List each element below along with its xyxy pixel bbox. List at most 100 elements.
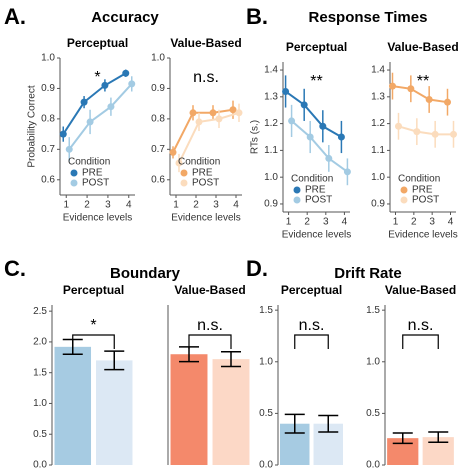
y-tick-label: 0.9 [371, 199, 385, 210]
point [59, 130, 67, 138]
error-bar [428, 431, 449, 444]
legend-swatch [180, 169, 188, 177]
y-tick-label: 1.3 [371, 91, 385, 102]
point [169, 148, 177, 156]
line [284, 90, 342, 138]
annotation: * [90, 317, 96, 334]
x-tick-label: 1 [393, 217, 399, 228]
x-tick-label: 1 [173, 200, 179, 211]
point [175, 159, 183, 167]
y-tick-label: 1.4 [371, 65, 385, 76]
legend-swatch [70, 179, 78, 187]
bar [95, 360, 133, 465]
bar [212, 359, 250, 465]
x-axis-label: Evidence levels [63, 213, 132, 224]
y-tick-label: 1.0 [264, 172, 278, 183]
point [189, 109, 197, 117]
error-bar [284, 413, 305, 434]
y-tick-label: 0.6 [41, 174, 55, 185]
point [107, 103, 115, 111]
significance-bracket [402, 334, 439, 349]
point [413, 128, 421, 136]
legend-swatch [70, 169, 78, 177]
y-tick-label: 1.5 [33, 367, 47, 378]
error-bar [221, 351, 241, 368]
y-tick-label: 1.0 [366, 356, 380, 367]
y-tick-label: 1.0 [151, 53, 165, 64]
line [178, 111, 240, 164]
y-tick-label: 1.5 [366, 305, 380, 316]
error-bar [318, 414, 339, 433]
annotation: ** [417, 73, 429, 90]
x-tick-label: 4 [126, 200, 132, 211]
subplot-title: Value-Based [387, 40, 458, 54]
bar [170, 354, 208, 465]
bar [54, 346, 92, 465]
x-tick-label: 3 [429, 217, 435, 228]
annotation: n.s. [408, 317, 434, 334]
legend-swatch [293, 186, 301, 194]
point [395, 122, 402, 130]
panel-label: B. [246, 4, 268, 29]
legend-title: Condition [178, 157, 220, 168]
y-tick-label: 1.4 [264, 65, 278, 76]
legend-swatch [293, 196, 301, 204]
x-tick-label: 2 [193, 200, 199, 211]
y-tick-label: 0.0 [366, 460, 380, 471]
panel-title: Accuracy [91, 9, 159, 26]
x-tick-label: 4 [233, 200, 239, 211]
x-tick-label: 2 [84, 200, 90, 211]
annotation: ** [310, 73, 322, 90]
y-tick-label: 1.0 [33, 398, 47, 409]
panel-title: Boundary [110, 265, 181, 282]
y-tick-label: 1.1 [264, 145, 278, 156]
point [300, 101, 308, 109]
panel-title: Response Times [309, 9, 428, 26]
annotation: n.s. [299, 317, 325, 334]
point [288, 117, 296, 125]
subplot-title: Perceptual [281, 283, 342, 297]
y-tick-label: 1.0 [41, 53, 55, 64]
y-tick-label: 1.0 [371, 172, 385, 183]
point [282, 87, 290, 95]
y-tick-label: 0.9 [264, 199, 278, 210]
point [128, 80, 136, 88]
subplot-title: Value-Based [385, 283, 456, 297]
x-tick-label: 4 [342, 217, 348, 228]
subplot-title: Perceptual [286, 40, 347, 54]
legend-label: POST [192, 178, 219, 189]
legend-label: POST [82, 178, 109, 189]
subplot-title: Perceptual [67, 36, 128, 50]
annotation: n.s. [197, 317, 223, 334]
panel-title: Drift Rate [334, 265, 402, 282]
subplot-title: Value-Based [170, 36, 241, 50]
y-tick-label: 2.0 [33, 337, 47, 348]
y-tick-label: 1.2 [264, 118, 278, 129]
point [122, 69, 130, 77]
point [215, 115, 223, 123]
legend-title: Condition [68, 157, 110, 168]
point [337, 133, 345, 141]
subplot-title: Value-Based [174, 283, 245, 297]
y-tick-label: 0.5 [366, 408, 380, 419]
legend-label: PRE [412, 185, 433, 196]
x-axis-label: Evidence levels [282, 230, 351, 241]
point [306, 133, 314, 141]
y-tick-label: 1.5 [259, 305, 273, 316]
point [407, 85, 415, 93]
line [62, 72, 127, 135]
x-tick-label: 3 [213, 200, 219, 211]
annotation: * [94, 69, 100, 86]
y-axis-label: RTs (s.) [250, 120, 261, 154]
point [389, 82, 396, 90]
line [392, 85, 448, 104]
legend-title: Condition [398, 174, 440, 185]
x-axis-label: Evidence levels [171, 213, 240, 224]
y-tick-label: 1.0 [259, 356, 273, 367]
y-tick-label: 0.8 [41, 114, 55, 125]
legend-swatch [400, 186, 408, 194]
y-tick-label: 0.9 [41, 83, 55, 94]
point [229, 106, 237, 114]
significance-bracket [294, 334, 329, 349]
